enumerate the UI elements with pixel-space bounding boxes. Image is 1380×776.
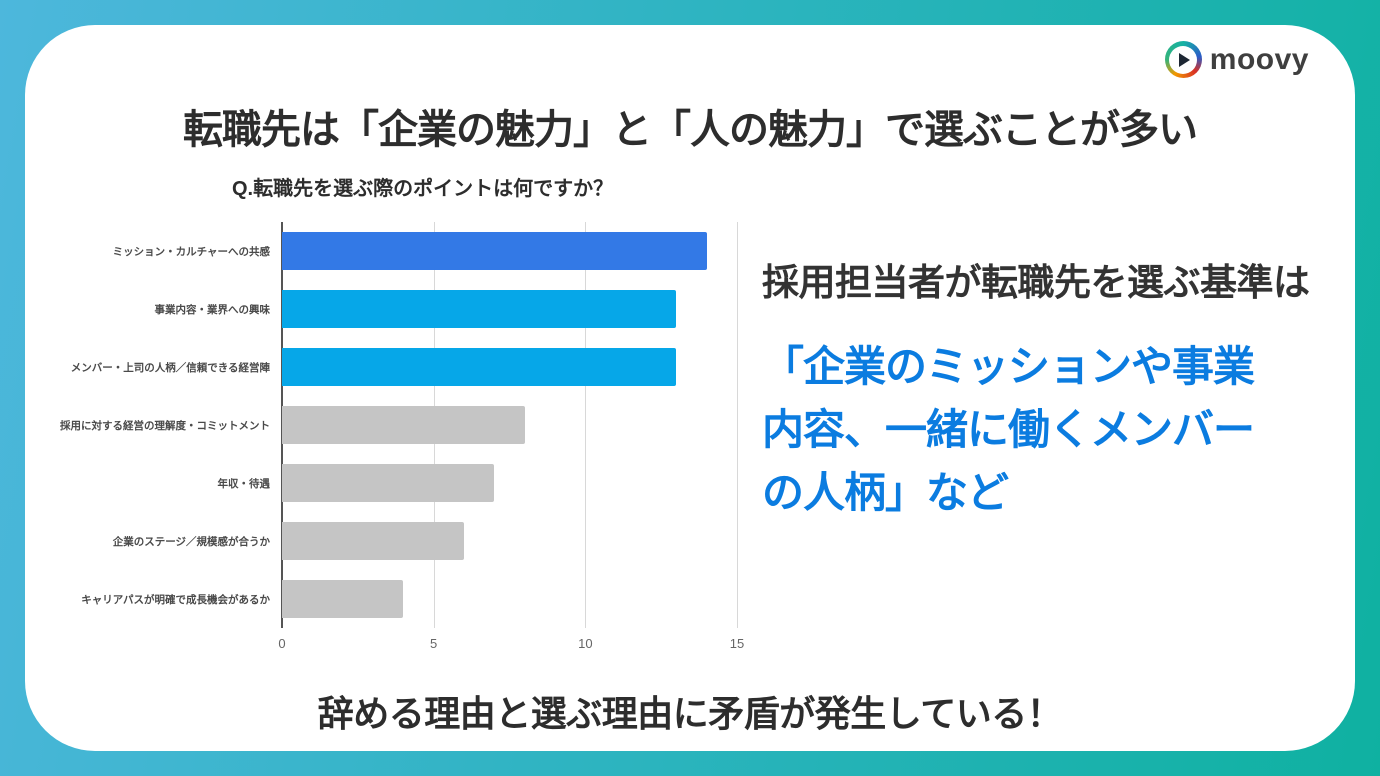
bar-chart: ミッション・カルチャーへの共感事業内容・業界への興味メンバー・上司の人柄／信頼で…	[60, 222, 770, 667]
chart-row: 年収・待遇	[70, 454, 737, 512]
chart-category-label: 年収・待遇	[217, 477, 271, 490]
chart-bar-track	[282, 464, 737, 502]
x-tick-label: 10	[578, 636, 593, 651]
chart-bar	[282, 406, 525, 444]
gridline	[737, 222, 738, 628]
chart-bar	[282, 232, 707, 270]
chart-row: 事業内容・業界への興味	[70, 280, 737, 338]
moovy-logo: moovy	[1164, 41, 1309, 78]
chart-bar-track	[282, 522, 737, 560]
chart-category-label: ミッション・カルチャーへの共感	[112, 245, 270, 258]
chart-row: キャリアパスが明確で成長機会があるか	[70, 570, 737, 628]
chart-bar-track	[282, 290, 737, 328]
play-icon-inner	[1169, 45, 1198, 74]
chart-bar-track	[282, 232, 737, 270]
chart-bar	[282, 580, 404, 618]
play-icon	[1164, 41, 1202, 78]
chart-bar-track	[282, 580, 737, 618]
insight-lead-text: 採用担当者が転職先を選ぶ基準は	[762, 262, 1310, 303]
logo-text: moovy	[1209, 42, 1309, 76]
chart-bar	[282, 522, 464, 560]
chart-bar-track	[282, 348, 737, 386]
chart-row: メンバー・上司の人柄／信頼できる経営陣	[70, 338, 737, 396]
slide-card: moovy 転職先は「企業の魅力」と「人の魅力」で選ぶことが多い Q.転職先を選…	[25, 25, 1355, 751]
x-tick-label: 15	[729, 636, 745, 651]
x-tick-label: 0	[278, 636, 286, 651]
chart-row: 企業のステージ／規模感が合うか	[70, 512, 737, 570]
highlight-line-3: の人柄」など	[762, 468, 1009, 516]
chart-bar	[282, 348, 677, 386]
insight-highlight-text: 「企業のミッションや事業 内容、一緒に働くメンバー の人柄」など	[762, 335, 1327, 524]
play-triangle-icon	[1179, 52, 1191, 67]
chart-category-label: 企業のステージ／規模感が合うか	[112, 535, 270, 548]
chart-category-label: メンバー・上司の人柄／信頼できる経営陣	[70, 361, 270, 374]
slide-title: 転職先は「企業の魅力」と「人の魅力」で選ぶことが多い	[183, 108, 1198, 152]
insight-panel: 採用担当者が転職先を選ぶ基準は 「企業のミッションや事業 内容、一緒に働くメンバ…	[762, 255, 1327, 524]
chart-ticks: 0 5 10 15	[278, 636, 744, 656]
chart-question: Q.転職先を選ぶ際のポイントは何ですか？	[232, 178, 614, 200]
chart-category-label: 採用に対する経営の理解度・コミットメント	[60, 419, 270, 432]
chart-row: 採用に対する経営の理解度・コミットメント	[60, 396, 737, 454]
conclusion-text: 辞める理由と選ぶ理由に矛盾が発生している！	[317, 693, 1063, 734]
chart-bar	[282, 290, 677, 328]
chart-category-label: キャリアパスが明確で成長機会があるか	[81, 593, 270, 606]
chart-rows: ミッション・カルチャーへの共感事業内容・業界への興味メンバー・上司の人柄／信頼で…	[60, 222, 737, 628]
chart-category-label: 事業内容・業界への興味	[154, 303, 271, 316]
highlight-line-1: 「企業のミッションや事業	[762, 342, 1255, 390]
chart-bar-track	[282, 406, 737, 444]
highlight-line-2: 内容、一緒に働くメンバー	[762, 405, 1255, 453]
gridline	[585, 222, 587, 628]
x-tick-label: 5	[430, 636, 438, 651]
chart-row: ミッション・カルチャーへの共感	[70, 222, 737, 280]
chart-bar	[282, 464, 495, 502]
